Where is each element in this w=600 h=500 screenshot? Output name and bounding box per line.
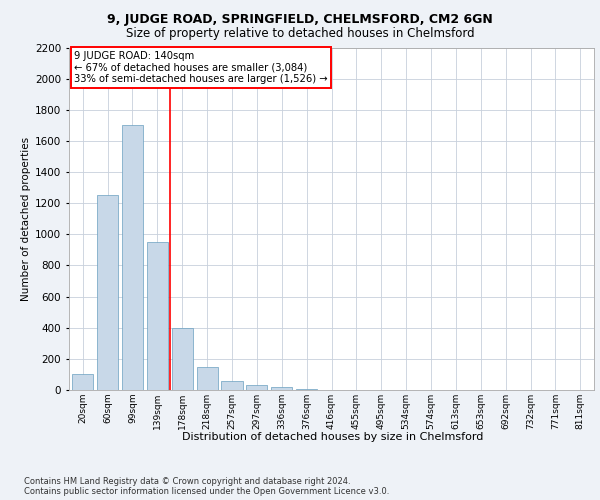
Bar — [197, 366, 218, 390]
Text: Size of property relative to detached houses in Chelmsford: Size of property relative to detached ho… — [125, 28, 475, 40]
Bar — [221, 380, 242, 390]
Bar — [246, 386, 268, 390]
Y-axis label: Number of detached properties: Number of detached properties — [21, 136, 31, 301]
Text: 9, JUDGE ROAD, SPRINGFIELD, CHELMSFORD, CM2 6GN: 9, JUDGE ROAD, SPRINGFIELD, CHELMSFORD, … — [107, 12, 493, 26]
Bar — [72, 374, 93, 390]
Bar — [97, 196, 118, 390]
Bar — [172, 328, 193, 390]
Bar — [122, 126, 143, 390]
Text: Distribution of detached houses by size in Chelmsford: Distribution of detached houses by size … — [182, 432, 484, 442]
Bar — [271, 387, 292, 390]
Bar — [296, 389, 317, 390]
Text: Contains public sector information licensed under the Open Government Licence v3: Contains public sector information licen… — [24, 487, 389, 496]
Bar — [147, 242, 168, 390]
Text: Contains HM Land Registry data © Crown copyright and database right 2024.: Contains HM Land Registry data © Crown c… — [24, 477, 350, 486]
Text: 9 JUDGE ROAD: 140sqm
← 67% of detached houses are smaller (3,084)
33% of semi-de: 9 JUDGE ROAD: 140sqm ← 67% of detached h… — [74, 51, 328, 84]
